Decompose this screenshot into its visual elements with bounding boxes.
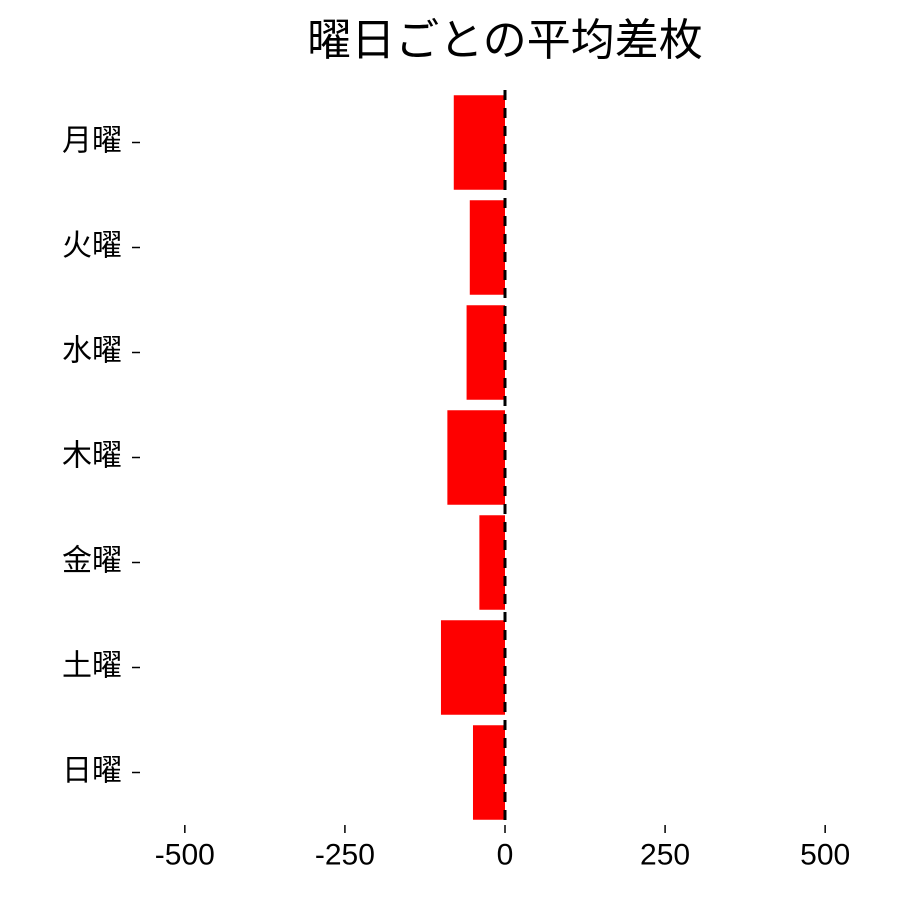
weekday-avg-diff-chart: -500 -250 0 250 500 月曜火曜水曜木曜金曜土曜日曜 曜日ごとの平均差枚 bbox=[0, 0, 900, 900]
y-tick-label: 木曜 bbox=[62, 439, 122, 472]
y-tick-label: 水曜 bbox=[62, 334, 122, 367]
bar-木曜 bbox=[447, 410, 505, 505]
x-tick-label: -500 bbox=[155, 839, 215, 872]
y-tick-label: 金曜 bbox=[62, 544, 122, 577]
bar-火曜 bbox=[470, 200, 505, 295]
bar-金曜 bbox=[479, 515, 505, 610]
bar-日曜 bbox=[473, 725, 505, 820]
x-tick-label: -250 bbox=[315, 839, 375, 872]
bar-月曜 bbox=[454, 95, 505, 190]
y-tick-label: 日曜 bbox=[62, 754, 122, 787]
y-tick-label: 土曜 bbox=[62, 649, 122, 682]
chart-title: 曜日ごとの平均差枚 bbox=[307, 16, 703, 65]
bar-土曜 bbox=[441, 620, 505, 715]
y-tick-label: 火曜 bbox=[62, 229, 122, 262]
x-tick-label: 250 bbox=[640, 839, 690, 872]
bar-水曜 bbox=[467, 305, 505, 400]
y-tick-label: 月曜 bbox=[62, 124, 122, 157]
x-tick-label: 500 bbox=[800, 839, 850, 872]
x-tick-label: 0 bbox=[497, 839, 514, 872]
